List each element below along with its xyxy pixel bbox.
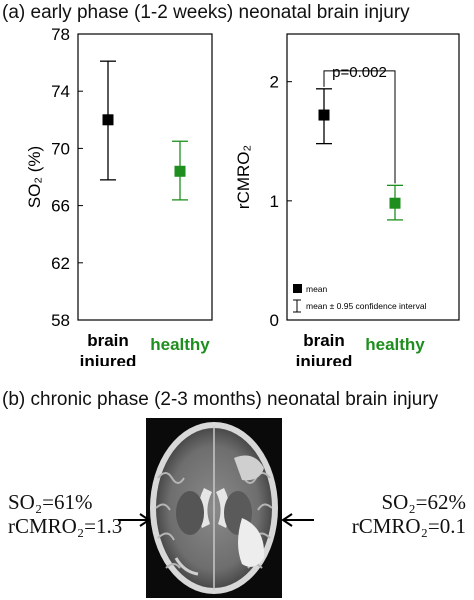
y-tick-label: 66	[51, 197, 70, 216]
category-label: healthy	[365, 335, 425, 354]
p-value-label: p=0.002	[332, 64, 387, 81]
category-label: healthy	[150, 335, 210, 354]
data-point-injured	[316, 88, 332, 145]
data-point-healthy	[172, 140, 188, 201]
y-axis-label: rCMRO₂	[237, 145, 253, 209]
y-tick-label: 0	[270, 311, 279, 330]
plot-frame	[286, 33, 460, 321]
right-so2-label: SO₂=62%	[381, 490, 466, 514]
right-arrow-icon	[281, 513, 314, 527]
panel-a-title: (a) early phase (1-2 weeks) neonatal bra…	[2, 2, 410, 23]
right-rcmro2-label: rCMRO₂=0.1	[351, 514, 466, 538]
y-tick-label: 58	[51, 311, 70, 330]
so2-chart: 58 62 66 70 74 78 SO₂ (%) brain injured healthy	[25, 26, 213, 366]
mean-marker	[102, 114, 114, 126]
category-label: brain	[87, 331, 129, 350]
data-point-healthy	[387, 184, 403, 221]
legend-mean-label: mean	[306, 284, 328, 294]
left-values: SO₂=61% rCMRO₂=1.3	[8, 490, 122, 538]
category-label: brain	[303, 331, 345, 350]
right-values: SO₂=62% rCMRO₂=0.1	[352, 490, 466, 538]
mean-marker	[318, 109, 330, 121]
panel-b-title: (b) chronic phase (2-3 months) neonatal …	[2, 389, 439, 410]
left-so2-label: SO₂=61%	[8, 490, 93, 514]
category-label: injured	[296, 352, 353, 366]
left-arrow-icon	[118, 513, 151, 527]
y-tick-label: 62	[51, 254, 70, 273]
y-tick-label: 70	[51, 139, 70, 158]
legend-mean-marker	[293, 284, 302, 293]
y-tick-label: 1	[270, 192, 279, 211]
mean-marker	[389, 197, 401, 209]
y-tick-label: 74	[51, 82, 70, 101]
legend-ci-label: mean ± 0.95 confidence interval	[306, 301, 427, 311]
mri-brain-image	[146, 418, 282, 598]
y-tick-label: 78	[51, 26, 70, 44]
left-rcmro2-label: rCMRO₂=1.3	[8, 514, 123, 538]
significance-bracket	[323, 70, 396, 184]
data-point-injured	[100, 60, 116, 181]
plot-frame	[77, 33, 213, 321]
mean-marker	[174, 165, 186, 177]
category-label: injured	[80, 352, 137, 366]
y-tick-label: 2	[270, 73, 279, 92]
y-axis-label: SO₂ (%)	[25, 146, 44, 208]
rcmro2-chart: 0 1 2 rCMRO₂ brain injured healthy p=0.002 mean m…	[237, 33, 460, 366]
